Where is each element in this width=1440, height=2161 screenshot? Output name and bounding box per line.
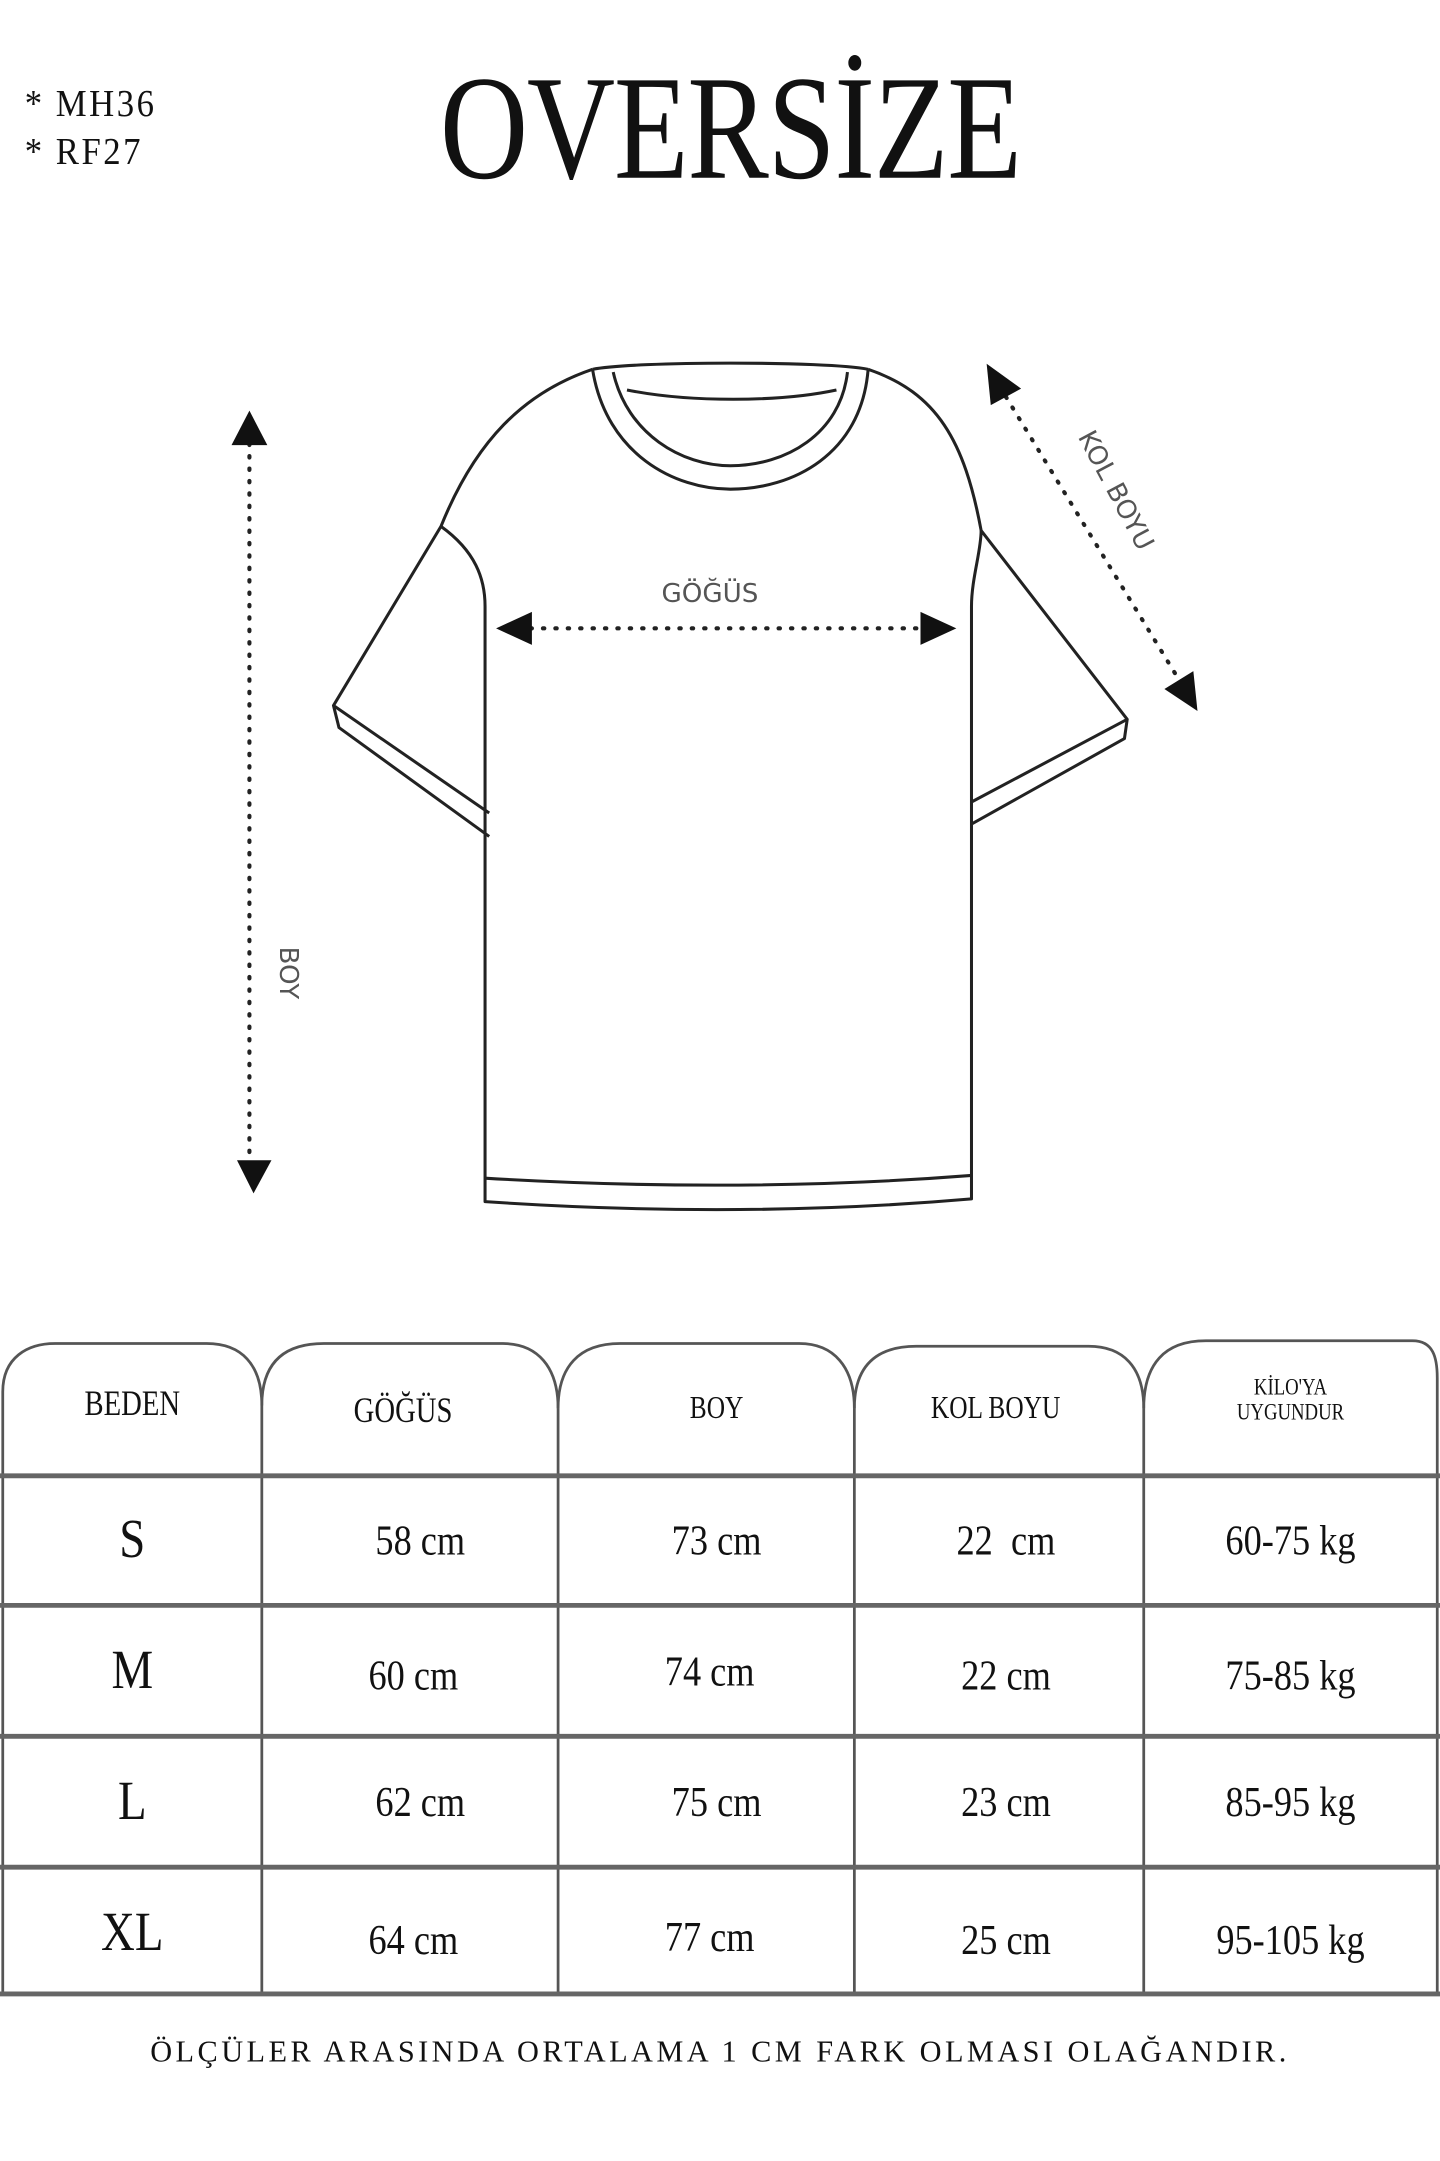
header-size: BEDEN xyxy=(84,1383,181,1424)
header-sleeve: KOL BOYU xyxy=(930,1390,1061,1425)
header-weight-line2: UYGUNDUR xyxy=(1236,1398,1345,1425)
size-cell: S xyxy=(119,1507,146,1570)
size-cell: M xyxy=(111,1638,154,1701)
arrow-down-icon xyxy=(237,1160,272,1194)
size-cell: L xyxy=(117,1769,147,1832)
weight-cell: 60-75 kg xyxy=(1225,1515,1356,1565)
weight-cell: 95-105 kg xyxy=(1216,1915,1365,1964)
arrow-up-left-icon xyxy=(986,363,1022,406)
header-weight-line1: KİLO'YA xyxy=(1253,1373,1328,1401)
sleeve-arrow xyxy=(986,363,1198,712)
page-title: OVERSİZE xyxy=(439,46,1022,211)
chest-cell: 64 cm xyxy=(368,1915,459,1964)
chest-arrow xyxy=(496,611,957,645)
chest-cell: 58 cm xyxy=(375,1515,466,1565)
arrow-down-right-icon xyxy=(1164,671,1198,712)
size-cell: XL xyxy=(101,1900,164,1963)
weight-cell: 85-95 kg xyxy=(1225,1777,1356,1826)
sleeve-cell: 22 cm xyxy=(961,1650,1051,1700)
length-arrow xyxy=(231,410,272,1194)
header-chest: GÖĞÜS xyxy=(353,1390,453,1431)
length-cell: 77 cm xyxy=(664,1912,755,1961)
arrow-up-icon xyxy=(231,410,268,446)
header-weight: KİLO'YA UYGUNDUR xyxy=(1173,1375,1408,1424)
chest-cell: 62 cm xyxy=(375,1777,466,1826)
length-cell: 75 cm xyxy=(671,1777,762,1826)
sleeve-cell: 25 cm xyxy=(961,1915,1051,1964)
length-cell: 74 cm xyxy=(664,1646,755,1695)
arrow-right-icon xyxy=(920,611,957,645)
chest-label: GÖĞÜS xyxy=(661,578,759,610)
header-length: BOY xyxy=(689,1390,744,1425)
length-cell: 73 cm xyxy=(671,1515,762,1565)
measurement-note: ÖLÇÜLER ARASINDA ORTALAMA 1 CM FARK OLMA… xyxy=(150,2033,1290,2069)
tshirt-outline xyxy=(331,361,1129,1212)
sleeve-cell: 23 cm xyxy=(961,1777,1051,1826)
product-code: * MH36 xyxy=(24,82,157,126)
arrow-left-icon xyxy=(496,611,532,645)
product-code: * RF27 xyxy=(24,130,143,174)
sleeve-cell: 22 cm xyxy=(956,1515,1056,1565)
chest-cell: 60 cm xyxy=(368,1650,459,1700)
weight-cell: 75-85 kg xyxy=(1225,1650,1356,1700)
